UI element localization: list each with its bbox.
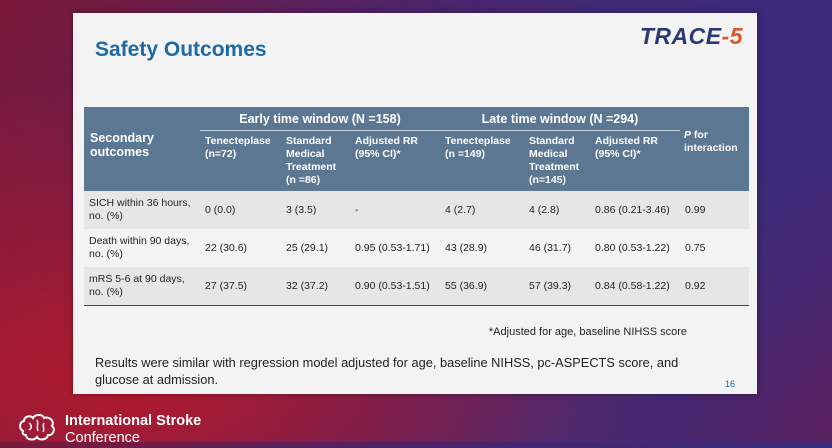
table-row: SICH within 36 hours, no. (%) 0 (0.0) 3 … [84, 191, 749, 229]
table-cell: 0.84 (0.58-1.22) [590, 267, 680, 306]
brain-icon [17, 413, 57, 443]
header-early-window: Early time window (N =158) [200, 107, 440, 131]
table-cell: 0.75 [680, 229, 749, 267]
subheader-early-smt: Standard Medical Treatment (n =86) [281, 130, 350, 191]
table-cell: 43 (28.9) [440, 229, 524, 267]
subheader-early-rr: Adjusted RR (95% CI)* [350, 130, 440, 191]
table-footnote: *Adjusted for age, baseline NIHSS score [488, 326, 687, 338]
table-cell: 46 (31.7) [524, 229, 590, 267]
header-late-window: Late time window (N =294) [440, 107, 680, 131]
conference-name-line1: International Stroke [65, 413, 202, 429]
safety-outcomes-table: Secondary outcomes Early time window (N … [84, 107, 749, 306]
table-cell: 22 (30.6) [200, 229, 281, 267]
slide: Safety Outcomes TRACE-5 Secondary outcom… [73, 13, 757, 394]
conference-name-line2: Conference [65, 430, 140, 446]
table-cell: 3 (3.5) [281, 191, 350, 229]
subheader-late-rr: Adjusted RR (95% CI)* [590, 130, 680, 191]
table-cell: 27 (37.5) [200, 267, 281, 306]
table-cell: 0.80 (0.53-1.22) [590, 229, 680, 267]
page-number: 16 [724, 379, 735, 389]
header-p-interaction: P for interaction [680, 107, 749, 191]
results-text: Results were similar with regression mod… [95, 355, 679, 387]
slide-title: Safety Outcomes [95, 38, 267, 61]
table-cell: 0.90 (0.53-1.51) [350, 267, 440, 306]
table-cell: 0.95 (0.53-1.71) [350, 229, 440, 267]
table-row: Death within 90 days, no. (%) 22 (30.6) … [84, 229, 749, 267]
subheader-late-tnk: Tenecteplase (n =149) [440, 130, 524, 191]
table-cell: mRS 5-6 at 90 days, no. (%) [84, 267, 200, 306]
trace5-logo: TRACE-5 [640, 23, 743, 50]
table-cell: 4 (2.7) [440, 191, 524, 229]
table-cell: Death within 90 days, no. (%) [84, 229, 200, 267]
table-cell: 25 (29.1) [281, 229, 350, 267]
table-cell: 0.86 (0.21-3.46) [590, 191, 680, 229]
subheader-early-tnk: Tenecteplase (n=72) [200, 130, 281, 191]
logo-text-trace: TRACE [639, 23, 722, 49]
table-cell: 55 (36.9) [440, 267, 524, 306]
table-cell: 4 (2.8) [524, 191, 590, 229]
table-cell: - [350, 191, 440, 229]
table-cell: 0.99 [680, 191, 749, 229]
table-cell: SICH within 36 hours, no. (%) [84, 191, 200, 229]
logo-text-5: -5 [721, 23, 743, 49]
table-cell: 0.92 [680, 267, 749, 306]
table-cell: 32 (37.2) [281, 267, 350, 306]
subheader-late-smt: Standard Medical Treatment (n=145) [524, 130, 590, 191]
header-secondary-outcomes: Secondary outcomes [84, 107, 200, 191]
table-cell: 57 (39.3) [524, 267, 590, 306]
table-cell: 0 (0.0) [200, 191, 281, 229]
table-row: mRS 5-6 at 90 days, no. (%) 27 (37.5) 32… [84, 267, 749, 306]
